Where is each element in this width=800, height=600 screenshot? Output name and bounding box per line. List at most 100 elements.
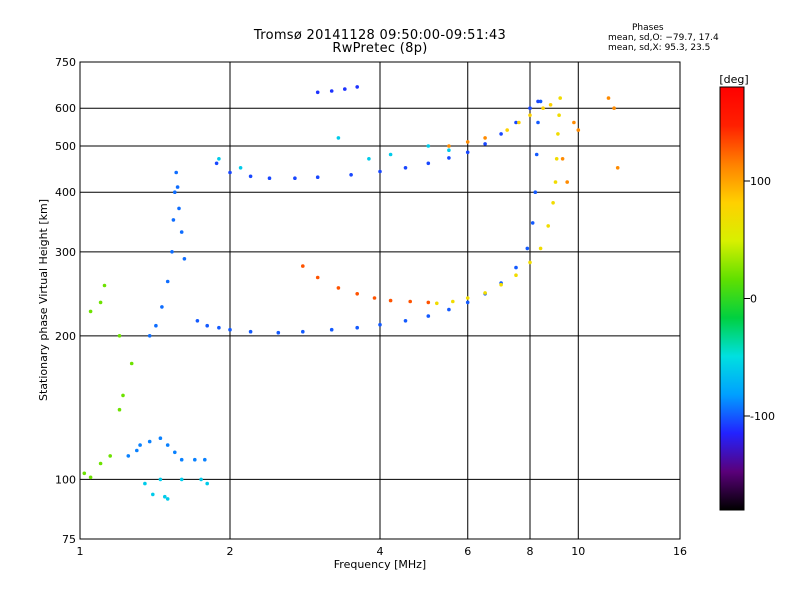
- x-tick-label: 8: [527, 545, 534, 558]
- y-tick-label: 200: [55, 330, 76, 343]
- echo-point: [129, 361, 134, 366]
- echo-point: [151, 492, 155, 497]
- echo-point: [565, 180, 569, 184]
- echo-point: [447, 307, 451, 312]
- echo-point: [238, 166, 243, 170]
- echo-point: [388, 298, 393, 303]
- echo-point: [408, 299, 413, 304]
- echo-point: [557, 113, 561, 117]
- echo-point: [558, 96, 562, 100]
- echo-point: [175, 185, 180, 189]
- x-tick-label: 4: [377, 545, 384, 558]
- echo-point: [536, 120, 540, 125]
- echo-point: [536, 99, 540, 104]
- axes: 1 2 4 6 8 10 16 75 100 200 300 400 500 600 750: [55, 56, 687, 558]
- colorbar: [deg] 100 0 -100: [719, 73, 775, 511]
- echo-point: [195, 319, 200, 323]
- echo-point: [553, 180, 558, 184]
- echo-point: [126, 454, 131, 458]
- echo-point: [179, 230, 184, 234]
- echo-point: [147, 439, 152, 444]
- grid: [80, 62, 680, 539]
- echo-point: [267, 176, 272, 180]
- echo-point: [179, 477, 184, 482]
- echo-point: [138, 443, 142, 447]
- echo-point: [98, 300, 103, 305]
- y-axis-label: Stationary phase Virtual Height [km]: [37, 199, 50, 401]
- echo-point: [248, 174, 253, 179]
- colorbar-tick-label: 100: [750, 175, 771, 188]
- echo-point: [102, 283, 107, 288]
- echo-point: [165, 497, 170, 501]
- echo-point: [465, 296, 470, 300]
- echo-point: [615, 166, 620, 170]
- echo-point: [388, 152, 393, 157]
- echo-point: [530, 221, 535, 225]
- echo-point: [465, 300, 470, 305]
- echo-point: [158, 436, 163, 441]
- echo-point: [367, 157, 371, 161]
- echo-point: [82, 471, 87, 476]
- x-tick-label: 1: [77, 545, 84, 558]
- echo-point: [174, 170, 178, 175]
- echo-point: [541, 106, 545, 110]
- echo-point: [612, 106, 616, 110]
- echo-point: [349, 173, 353, 177]
- echo-point: [499, 132, 503, 136]
- chart-title: Tromsø 20141128 09:50:00-09:51:43: [253, 28, 507, 43]
- echo-point: [301, 329, 305, 334]
- echo-point: [505, 128, 510, 132]
- echo-point: [147, 334, 152, 338]
- echo-point: [173, 190, 177, 194]
- echo-point: [426, 161, 431, 166]
- echo-point: [165, 443, 170, 447]
- echo-point: [182, 257, 187, 261]
- chart-subtitle: RwPretec (8p): [332, 41, 428, 56]
- echo-point: [177, 206, 181, 211]
- echo-point: [533, 190, 538, 194]
- echo-point: [534, 152, 539, 157]
- echo-point: [165, 279, 170, 284]
- echo-point: [121, 393, 125, 398]
- echo-point: [301, 264, 305, 268]
- echo-point: [343, 87, 347, 91]
- echo-point: [329, 327, 334, 332]
- echo-point: [88, 475, 93, 480]
- y-tick-label: 75: [62, 533, 76, 546]
- echo-point: [173, 450, 177, 455]
- echo-point: [203, 457, 207, 462]
- echo-point: [193, 457, 197, 462]
- echo-point: [228, 327, 232, 332]
- echo-point: [276, 330, 281, 335]
- echo-point: [163, 494, 167, 499]
- echo-point: [217, 325, 221, 330]
- echo-point: [528, 113, 532, 117]
- echo-point: [355, 325, 360, 330]
- x-tick-label: 2: [227, 545, 234, 558]
- data-points: [82, 85, 620, 501]
- echo-point: [483, 136, 487, 140]
- echo-point: [451, 299, 455, 304]
- echo-point: [435, 301, 439, 306]
- y-tick-label: 400: [55, 186, 76, 199]
- colorbar-gradient: [719, 86, 745, 511]
- echo-point: [154, 323, 158, 328]
- echo-point: [465, 140, 470, 144]
- plot-frame: [79, 61, 681, 540]
- echo-point: [217, 157, 221, 161]
- echo-point: [528, 260, 532, 265]
- echo-point: [171, 218, 176, 222]
- x-tick-label: 10: [571, 545, 585, 558]
- echo-point: [606, 96, 611, 100]
- echo-point: [117, 334, 122, 338]
- echo-point: [355, 85, 360, 89]
- echo-point: [214, 161, 219, 166]
- echo-point: [228, 170, 232, 175]
- y-tick-label: 100: [55, 473, 76, 486]
- y-tick-label: 300: [55, 246, 76, 259]
- y-tick-label: 500: [55, 140, 76, 153]
- echo-point: [403, 166, 408, 170]
- echo-point: [465, 150, 470, 155]
- echo-point: [117, 407, 122, 412]
- x-tick-label: 16: [673, 545, 687, 558]
